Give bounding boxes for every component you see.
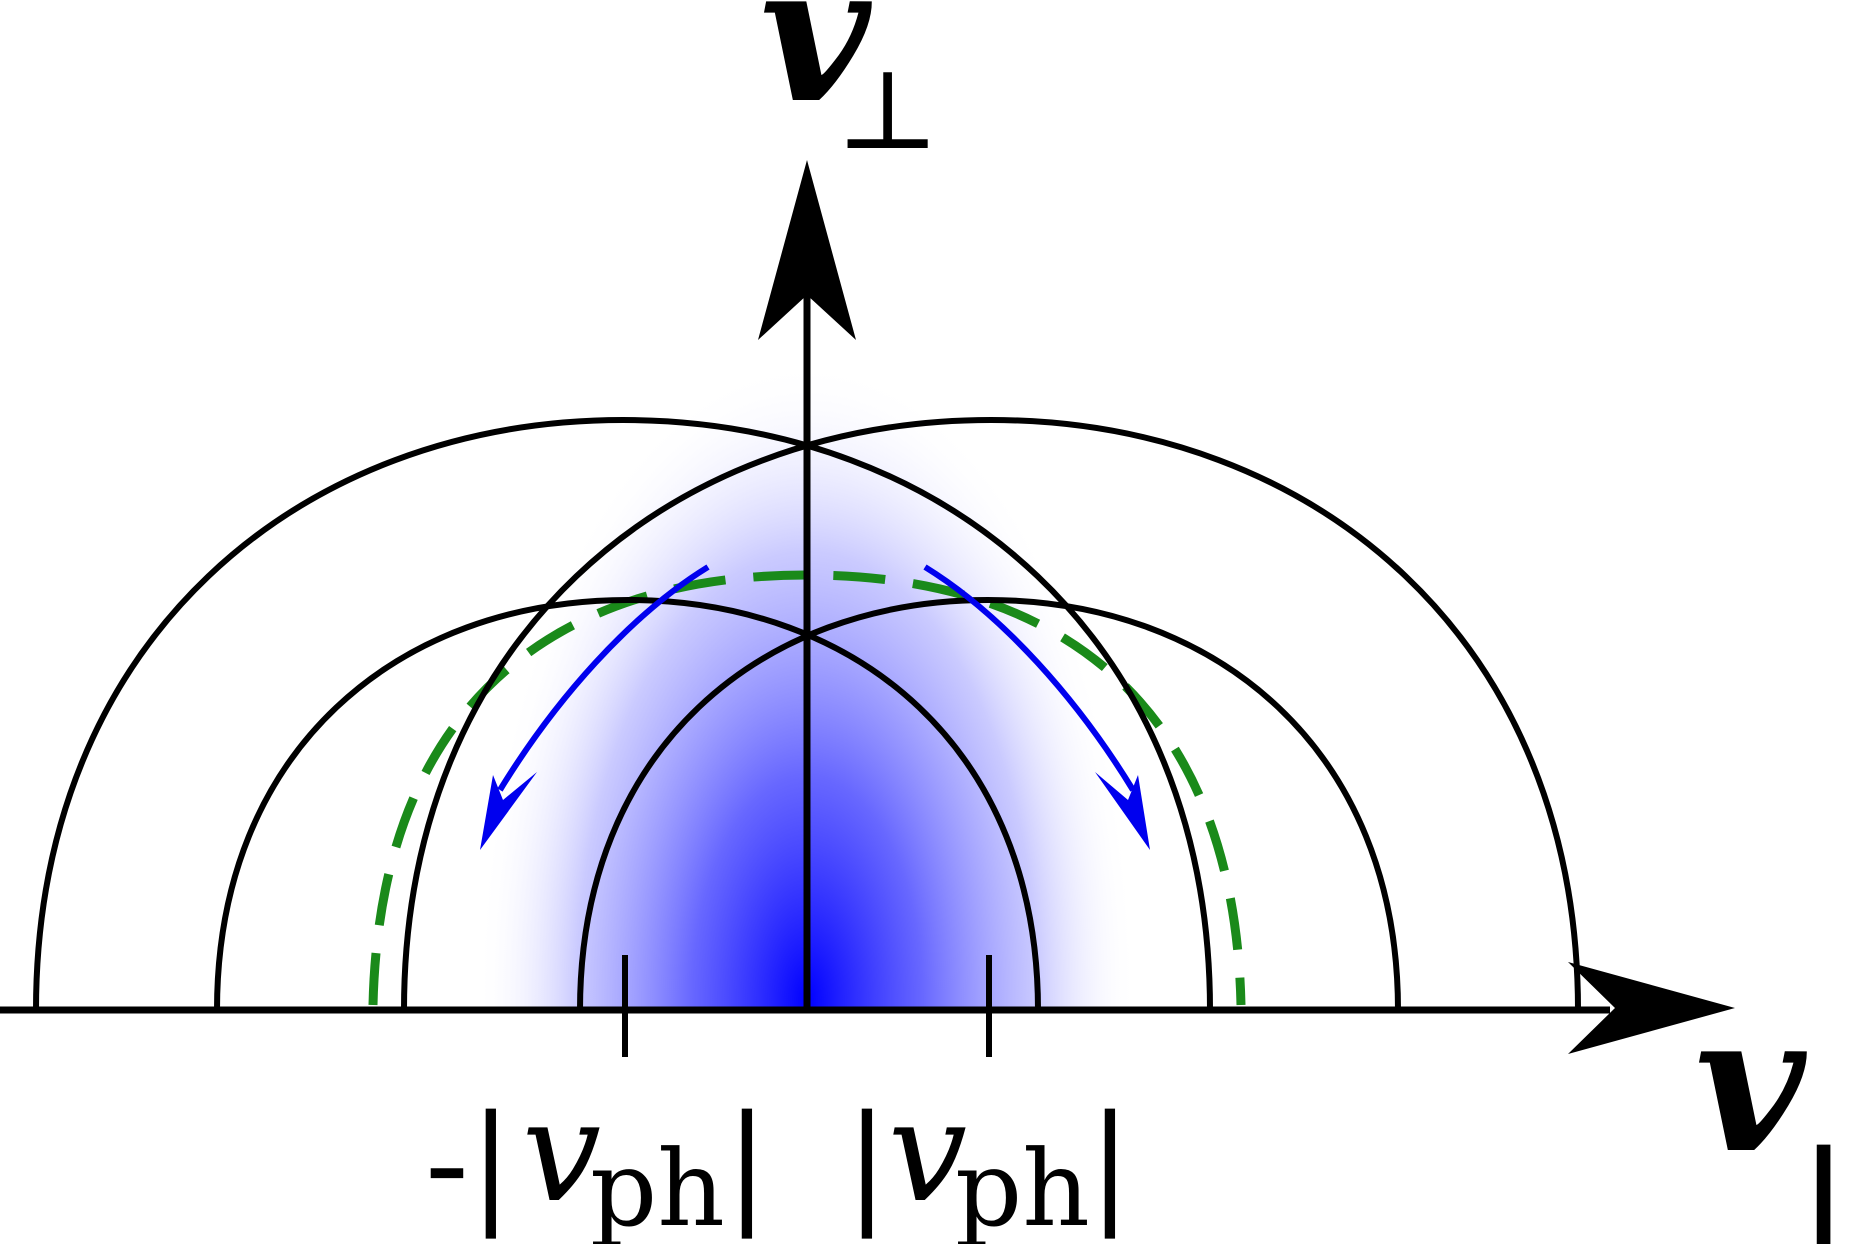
tick-label-prefix: -| — [425, 1087, 513, 1239]
outer-contour-left — [33, 416, 1213, 1011]
x-axis-subscript: || — [1800, 1122, 1860, 1244]
arrowhead-icon — [1568, 962, 1735, 1054]
resonant-path-dashed — [368, 570, 1246, 1006]
x-axis-label: v || — [1695, 972, 1860, 1244]
tick-label-suffix: | — [1088, 1087, 1132, 1239]
y-axis-label: v ⊥ — [760, 0, 939, 174]
arrowhead-icon — [480, 772, 537, 850]
tick-label-suffix: | — [725, 1087, 769, 1239]
tick-label-symbol: v — [522, 1071, 601, 1234]
y-axis-symbol: v — [760, 0, 873, 145]
diffusion-arrow-right — [923, 564, 1136, 792]
tick-label-symbol: v — [888, 1071, 967, 1234]
diffusion-arrow-left — [497, 564, 710, 792]
outer-contour-right — [401, 416, 1581, 1011]
tick-label-minus-v-ph: -| v ph | — [425, 1071, 769, 1244]
tick-label-subscript: ph — [590, 1128, 725, 1244]
inner-contour-right — [577, 596, 1401, 1011]
arrowhead-icon — [1095, 772, 1150, 850]
axes — [0, 160, 1735, 1054]
axis-ticks — [622, 955, 992, 1057]
arrowhead-icon — [758, 160, 856, 340]
velocity-contours — [33, 416, 1581, 1011]
inner-contour-left — [214, 596, 1041, 1011]
y-axis-subscript: ⊥ — [836, 46, 939, 174]
tick-label-prefix: | — [845, 1087, 889, 1239]
x-axis-symbol: v — [1695, 972, 1808, 1195]
diffusion-arrows — [480, 564, 1150, 850]
tick-label-plus-v-ph: | v ph | — [845, 1071, 1132, 1244]
tick-label-subscript: ph — [955, 1128, 1090, 1244]
